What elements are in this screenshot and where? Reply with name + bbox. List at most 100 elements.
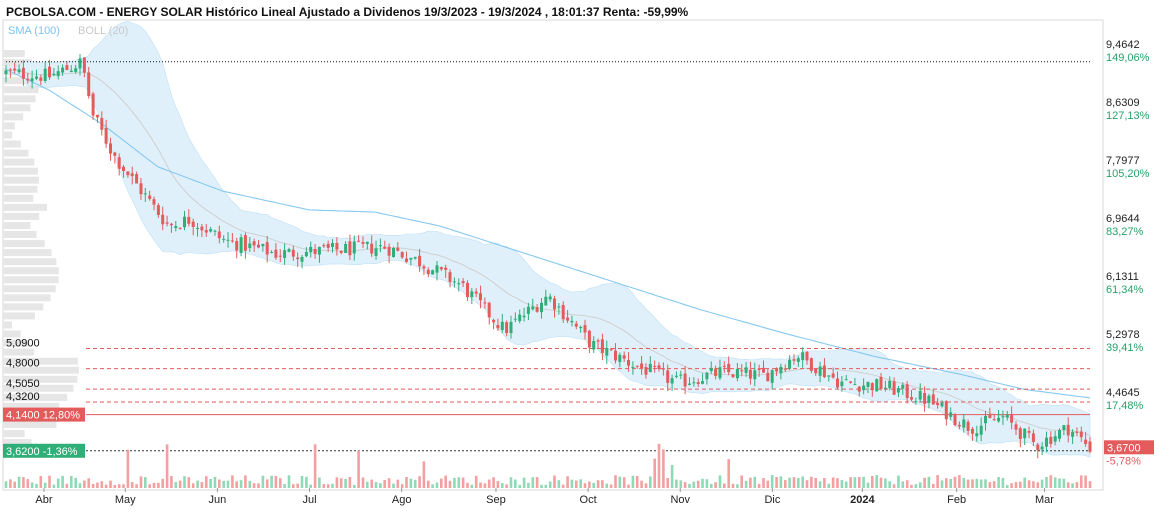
volume-bar bbox=[714, 482, 717, 488]
volume-profile-bar bbox=[3, 321, 12, 329]
volume-profile-bar bbox=[3, 294, 51, 302]
volume-bar bbox=[257, 483, 260, 488]
volume-bar bbox=[862, 476, 865, 488]
candle-body bbox=[78, 58, 82, 69]
y-tick-percent: 149,06% bbox=[1106, 52, 1150, 64]
volume-bar bbox=[231, 475, 234, 488]
candle-body bbox=[722, 365, 726, 367]
candle-body bbox=[814, 368, 818, 374]
volume-bar bbox=[701, 478, 704, 488]
volume-bar bbox=[287, 475, 291, 488]
candle-body bbox=[435, 265, 439, 273]
volume-bar bbox=[897, 475, 900, 488]
candle-body bbox=[156, 205, 160, 215]
volume-bar bbox=[775, 477, 778, 488]
candle-body bbox=[61, 67, 65, 73]
volume-bar bbox=[635, 476, 639, 488]
volume-profile-bar bbox=[3, 249, 52, 257]
candle-body bbox=[426, 269, 430, 274]
candle-body bbox=[21, 67, 25, 79]
volume-bar bbox=[844, 481, 848, 488]
volume-bar bbox=[975, 478, 979, 488]
candle-body bbox=[653, 366, 657, 367]
candle-body bbox=[392, 248, 395, 257]
volume-bar bbox=[205, 476, 208, 488]
volume-bar bbox=[65, 483, 69, 488]
candle-body bbox=[35, 76, 38, 79]
volume-bar bbox=[918, 482, 922, 488]
y-tick-percent: 39,41% bbox=[1106, 342, 1144, 354]
candle-body bbox=[91, 93, 95, 116]
bollinger-band-area bbox=[5, 20, 1091, 458]
candle-body bbox=[553, 298, 556, 310]
y-tick-percent: 17,48% bbox=[1106, 400, 1144, 412]
volume-bar bbox=[144, 477, 147, 488]
x-axis: Abr May Jun Jul Ago Sep Oct Nov Dic 2024 Feb Mar bbox=[35, 488, 1054, 506]
candle-body bbox=[1001, 416, 1005, 418]
price-levels bbox=[6, 61, 1090, 452]
candle-body bbox=[1079, 431, 1083, 438]
volume-bar bbox=[379, 483, 382, 488]
candle-body bbox=[344, 244, 348, 253]
candle-body bbox=[4, 70, 8, 74]
volume-bar bbox=[853, 477, 857, 488]
last-price-label: 3,6700 bbox=[1107, 442, 1141, 454]
level-label: 4,8000 bbox=[6, 358, 40, 370]
candle-body bbox=[352, 241, 356, 254]
volume-bar bbox=[348, 477, 352, 488]
candle-body bbox=[439, 267, 443, 270]
y-tick-label: 5,2978 bbox=[1106, 329, 1140, 341]
volume-bar bbox=[427, 480, 430, 488]
volume-bar bbox=[923, 477, 926, 488]
volume-profile-bar bbox=[3, 104, 31, 112]
volume-bar bbox=[705, 479, 709, 488]
volume-bar bbox=[244, 475, 247, 488]
candle-body bbox=[849, 381, 853, 383]
volume-bar bbox=[161, 478, 164, 488]
candle-body bbox=[740, 370, 744, 372]
candle-body bbox=[82, 57, 86, 73]
volume-bar bbox=[56, 478, 60, 488]
candle-body bbox=[400, 252, 404, 258]
candle-body bbox=[26, 78, 30, 81]
candle-body bbox=[287, 249, 291, 252]
volume-profile-bar bbox=[3, 131, 13, 139]
candle-body bbox=[178, 228, 182, 230]
candle-body bbox=[683, 373, 687, 387]
volume-bar bbox=[640, 480, 643, 488]
volume-bar bbox=[357, 450, 360, 488]
candle-body bbox=[692, 382, 696, 384]
volume-bar bbox=[487, 479, 491, 488]
candle-body bbox=[944, 401, 948, 420]
candle-body bbox=[265, 242, 269, 255]
volume-bar bbox=[400, 484, 404, 488]
candle-body bbox=[962, 419, 966, 428]
candle-body bbox=[614, 350, 617, 361]
candle-body bbox=[883, 387, 887, 389]
candle-body bbox=[230, 240, 234, 242]
volume-bar bbox=[1027, 480, 1031, 488]
candle-body bbox=[339, 250, 343, 253]
volume-bar bbox=[614, 475, 617, 488]
volume-bar bbox=[70, 476, 73, 488]
volume-bar bbox=[1066, 482, 1070, 488]
candle-body bbox=[183, 216, 186, 228]
volume-bar bbox=[1010, 483, 1013, 488]
volume-bar bbox=[609, 484, 613, 488]
volume-bar bbox=[592, 482, 595, 488]
volume-bar bbox=[413, 479, 417, 488]
volume-profile-bar bbox=[3, 339, 29, 347]
candle-body bbox=[418, 255, 422, 267]
volume-bar bbox=[261, 475, 265, 488]
candle-body bbox=[705, 372, 709, 380]
candle-body bbox=[100, 118, 104, 130]
candle-body bbox=[405, 258, 408, 262]
legend-boll: BOLL (20) bbox=[78, 25, 128, 37]
volume-bar bbox=[618, 476, 622, 488]
volume-profile-bar bbox=[3, 50, 25, 57]
candle-body bbox=[52, 73, 56, 76]
volume-bar bbox=[779, 476, 783, 488]
volume-bar bbox=[505, 484, 508, 488]
volume-bar bbox=[405, 477, 408, 488]
volume-bar bbox=[984, 479, 987, 488]
